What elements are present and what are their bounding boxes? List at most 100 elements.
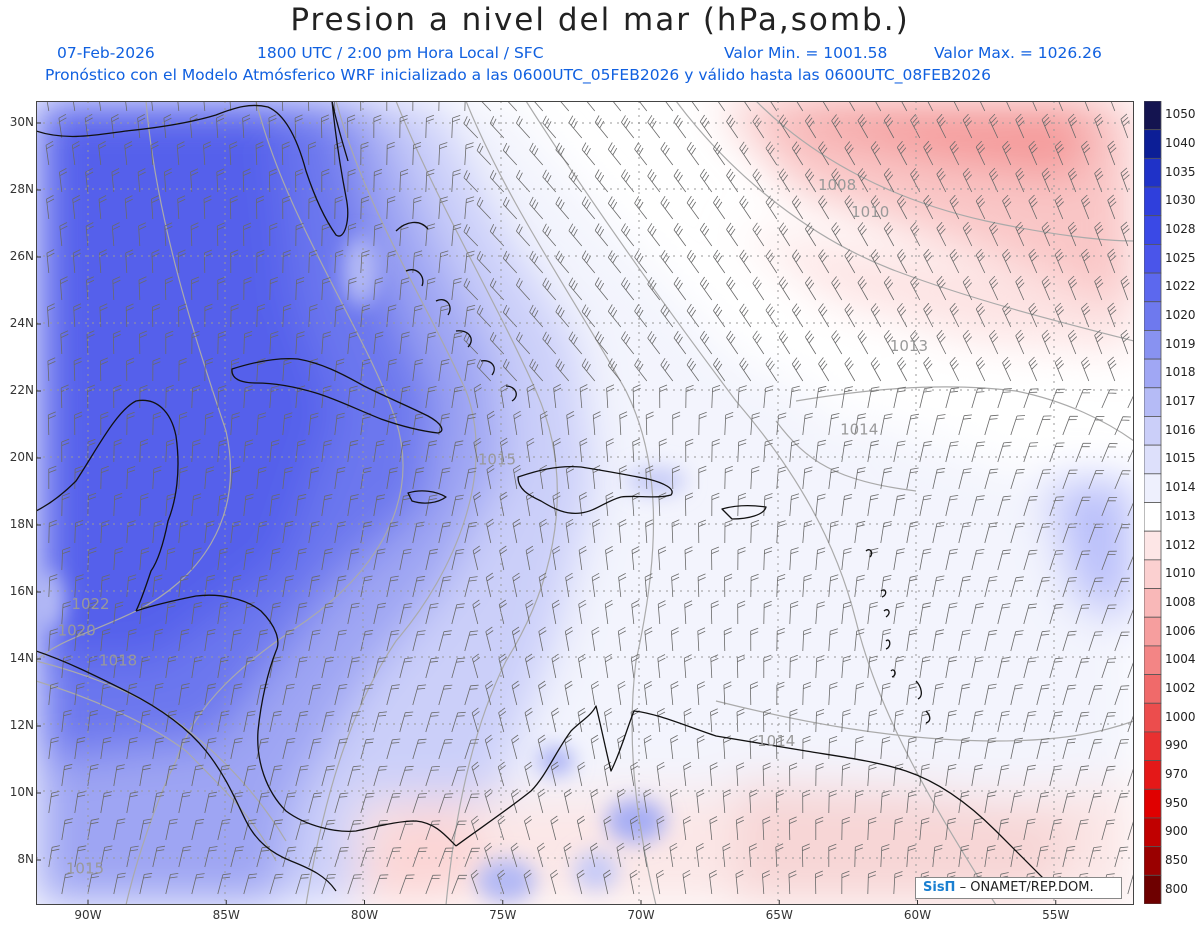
legend-label: 1010 [1165,566,1196,581]
credit-box: SisΠ – ONAMET/REP.DOM. [915,877,1122,899]
legend-label: 1013 [1165,508,1196,523]
lon-label: 90W [74,908,102,922]
legend-label: 1016 [1165,422,1196,437]
lat-label: 22N [9,383,34,397]
lat-label: 24N [9,316,34,330]
contour-label: 1015 [66,859,104,877]
legend-swatch [1144,674,1162,704]
coastlines [36,101,1057,892]
contour-label: 1022 [71,595,109,613]
cuba [231,357,443,434]
gulf-coast [36,101,349,237]
lon-label: 70W [627,908,655,922]
legend-label: 1040 [1165,136,1196,151]
legend-label: 1015 [1165,451,1196,466]
contour-label: 1008 [818,176,856,194]
lon-label: 65W [765,908,793,922]
lat-label: 12N [9,718,34,732]
bahamas [395,221,517,402]
legend-swatch [1144,702,1162,733]
lesser-antilles [865,549,931,724]
lat-label: 26N [9,249,34,263]
contour-label: 1010 [851,203,889,221]
legend-label: 1019 [1165,336,1196,351]
legend-swatch [1144,272,1162,303]
legend-label: 1004 [1165,652,1196,667]
legend-swatch [1144,502,1162,532]
credit-text: – ONAMET/REP.DOM. [959,880,1094,895]
legend-label: 950 [1165,795,1188,810]
lat-label: 28N [9,182,34,196]
legend-label: 970 [1165,766,1188,781]
legend-swatch [1144,760,1162,790]
lat-label: 8N [17,852,34,866]
legend-label: 1017 [1165,394,1196,409]
contour-label: 1014 [757,732,795,750]
legend-label: 1022 [1165,279,1196,294]
max-value: Valor Max. = 1026.26 [934,44,1102,62]
legend-swatch [1144,473,1162,503]
forecast-time: 1800 UTC / 2:00 pm Hora Local / SFC [257,44,544,62]
legend-label: 1028 [1165,222,1196,237]
legend-swatch [1144,731,1162,762]
legend-swatch [1144,215,1162,245]
legend-label: 1050 [1165,107,1196,122]
forecast-date: 07-Feb-2026 [57,44,155,62]
min-value: Valor Min. = 1001.58 [724,44,888,62]
legend-swatch [1144,588,1162,618]
legend-label: 1018 [1165,365,1196,380]
axis-labels [36,122,1057,905]
lon-label: 80W [350,908,379,922]
lat-label: 14N [9,651,34,665]
lon-label: 55W [1042,908,1070,922]
legend-label: 1000 [1165,709,1196,724]
legend-swatch [1144,416,1162,446]
legend-label: 1014 [1165,480,1196,495]
central-america-pacific-coast [36,650,337,892]
map-frame [36,101,1134,905]
lon-label: 85W [212,908,240,922]
contour-label: 1013 [890,337,928,355]
lat-label: 30N [9,115,34,129]
legend-swatch [1144,157,1162,188]
contour-label: 1020 [58,622,96,640]
lon-label: 60W [903,908,932,922]
lat-label: 20N [9,450,34,464]
legend-label: 900 [1165,824,1188,839]
legend-label: 1012 [1165,537,1196,552]
lon-label: 75W [489,908,517,922]
legend-swatch [1144,788,1162,819]
legend-swatch [1144,186,1162,217]
puerto-rico [721,505,767,520]
legend-label: 1020 [1165,308,1196,323]
legend-swatch [1144,129,1162,159]
legend-swatch [1144,645,1162,675]
legend-swatch [1144,817,1162,848]
florida-east-coast [331,101,349,162]
legend-label: 1035 [1165,164,1196,179]
central-america-caribbean-coast [135,594,457,847]
model-info: Pronóstico con el Modelo Atmósferico WRF… [45,66,991,84]
legend-swatch [1144,846,1162,876]
legend-label: 800 [1165,881,1188,896]
legend-swatch [1144,874,1162,904]
legend-swatch [1144,330,1162,360]
graticule [36,101,1134,905]
map-title: Presion a nivel del mar (hPa,somb.) [290,2,910,38]
legend-swatch [1144,301,1162,331]
color-legend [1144,101,1162,904]
legend-label: 1008 [1165,594,1196,609]
pressure-shading [36,101,1134,905]
legend-swatch [1144,444,1162,475]
legend-label: 1002 [1165,680,1196,695]
legend-swatch [1144,387,1162,417]
legend-label: 1006 [1165,623,1196,638]
legend-swatch [1144,530,1162,561]
lat-label: 10N [9,785,34,799]
lat-label: 16N [9,584,34,598]
hispaniola [517,465,673,515]
legend-swatch [1144,243,1162,274]
isobars [36,101,1134,905]
